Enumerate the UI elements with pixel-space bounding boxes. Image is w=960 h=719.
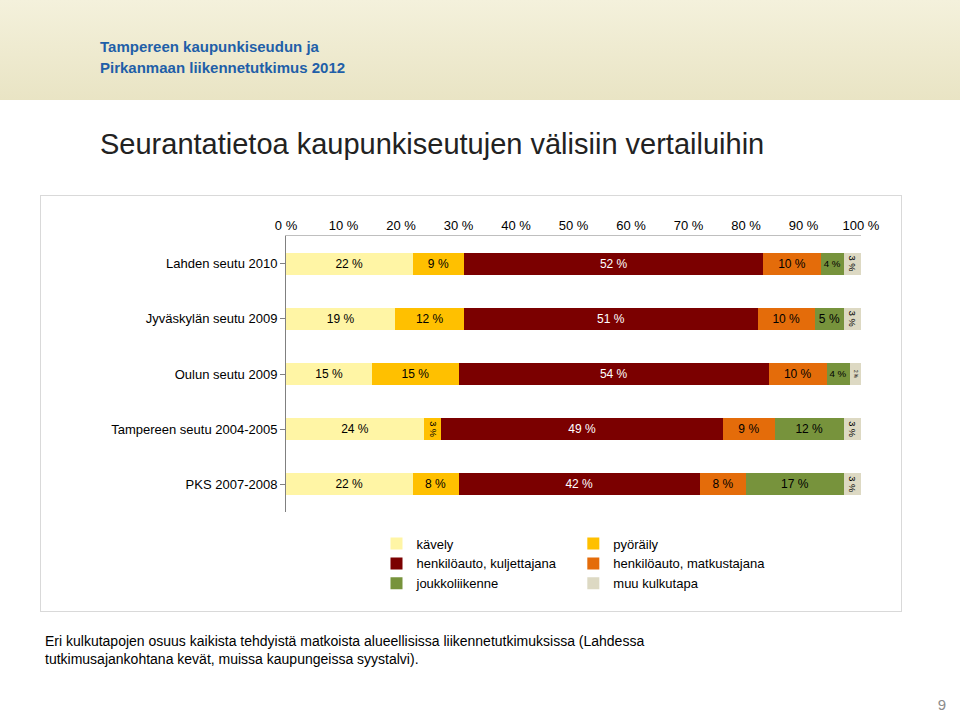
svg-text:3 %: 3 %	[847, 256, 857, 272]
svg-text:3 %: 3 %	[428, 421, 438, 437]
svg-text:17 %: 17 %	[781, 477, 809, 491]
svg-text:10 %: 10 %	[778, 257, 806, 271]
svg-text:52 %: 52 %	[600, 257, 628, 271]
svg-text:70 %: 70 %	[674, 218, 704, 233]
svg-text:15 %: 15 %	[402, 367, 430, 381]
svg-text:24 %: 24 %	[341, 422, 369, 436]
html-text:Seurantatietoa kaupunkiseutuje: Seurantatietoa kaupunkiseutujen välisiin…	[100, 128, 765, 160]
svg-text:8 %: 8 %	[425, 477, 446, 491]
svg-text:40 %: 40 %	[501, 218, 531, 233]
svg-text:9 %: 9 %	[428, 257, 449, 271]
svg-text:0 %: 0 %	[275, 218, 298, 233]
html-text:Pirkanmaan liikennetutkimus 20: Pirkanmaan liikennetutkimus 2012	[100, 59, 346, 76]
svg-text:4 %: 4 %	[824, 258, 841, 269]
svg-text:30 %: 30 %	[444, 218, 474, 233]
svg-text:49 %: 49 %	[568, 422, 596, 436]
svg-text:60 %: 60 %	[616, 218, 646, 233]
svg-text:50 %: 50 %	[559, 218, 589, 233]
svg-text:kävely: kävely	[417, 537, 454, 552]
svg-text:2 %: 2 %	[853, 370, 858, 379]
svg-text:9 %: 9 %	[738, 422, 759, 436]
svg-text:Jyväskylän seutu 2009: Jyväskylän seutu 2009	[146, 311, 278, 326]
svg-text:pyöräily: pyöräily	[613, 537, 658, 552]
svg-text:3 %: 3 %	[847, 421, 857, 437]
svg-text:Lahden seutu 2010: Lahden seutu 2010	[166, 256, 277, 271]
svg-text:henkilöauto, matkustajana: henkilöauto, matkustajana	[613, 556, 765, 571]
svg-text:51 %: 51 %	[597, 312, 625, 326]
html-text:9: 9	[937, 696, 946, 713]
svg-text:joukkoliikenne: joukkoliikenne	[416, 576, 499, 591]
html-text:Eri kulkutapojen osuus kaikist: Eri kulkutapojen osuus kaikista tehdyist…	[45, 633, 645, 667]
html-text:Tampereen kaupunkiseudun ja: Tampereen kaupunkiseudun ja	[100, 38, 319, 55]
svg-text:10 %: 10 %	[784, 367, 812, 381]
svg-text:22 %: 22 %	[335, 257, 363, 271]
svg-text:100 %: 100 %	[843, 218, 880, 233]
svg-text:12 %: 12 %	[416, 312, 444, 326]
svg-text:Oulun seutu 2009: Oulun seutu 2009	[175, 367, 278, 382]
svg-text:54 %: 54 %	[600, 367, 628, 381]
svg-text:90 %: 90 %	[789, 218, 819, 233]
svg-text:19 %: 19 %	[327, 312, 355, 326]
svg-text:20 %: 20 %	[386, 218, 416, 233]
svg-text:10 %: 10 %	[329, 218, 359, 233]
svg-text:3 %: 3 %	[847, 476, 857, 492]
svg-text:12 %: 12 %	[795, 422, 823, 436]
svg-text:PKS 2007-2008: PKS 2007-2008	[186, 477, 278, 492]
svg-text:42 %: 42 %	[565, 477, 593, 491]
svg-text:5 %: 5 %	[819, 312, 840, 326]
svg-text:22 %: 22 %	[335, 477, 363, 491]
svg-text:3 %: 3 %	[847, 311, 857, 327]
svg-text:Tampereen seutu 2004-2005: Tampereen seutu 2004-2005	[111, 422, 277, 437]
svg-text:henkilöauto, kuljettajana: henkilöauto, kuljettajana	[417, 556, 557, 571]
svg-text:80 %: 80 %	[731, 218, 761, 233]
svg-text:4 %: 4 %	[830, 368, 847, 379]
svg-text:muu kulkutapa: muu kulkutapa	[613, 576, 698, 591]
svg-text:8 %: 8 %	[712, 477, 733, 491]
svg-text:15 %: 15 %	[315, 367, 343, 381]
svg-text:10 %: 10 %	[772, 312, 800, 326]
